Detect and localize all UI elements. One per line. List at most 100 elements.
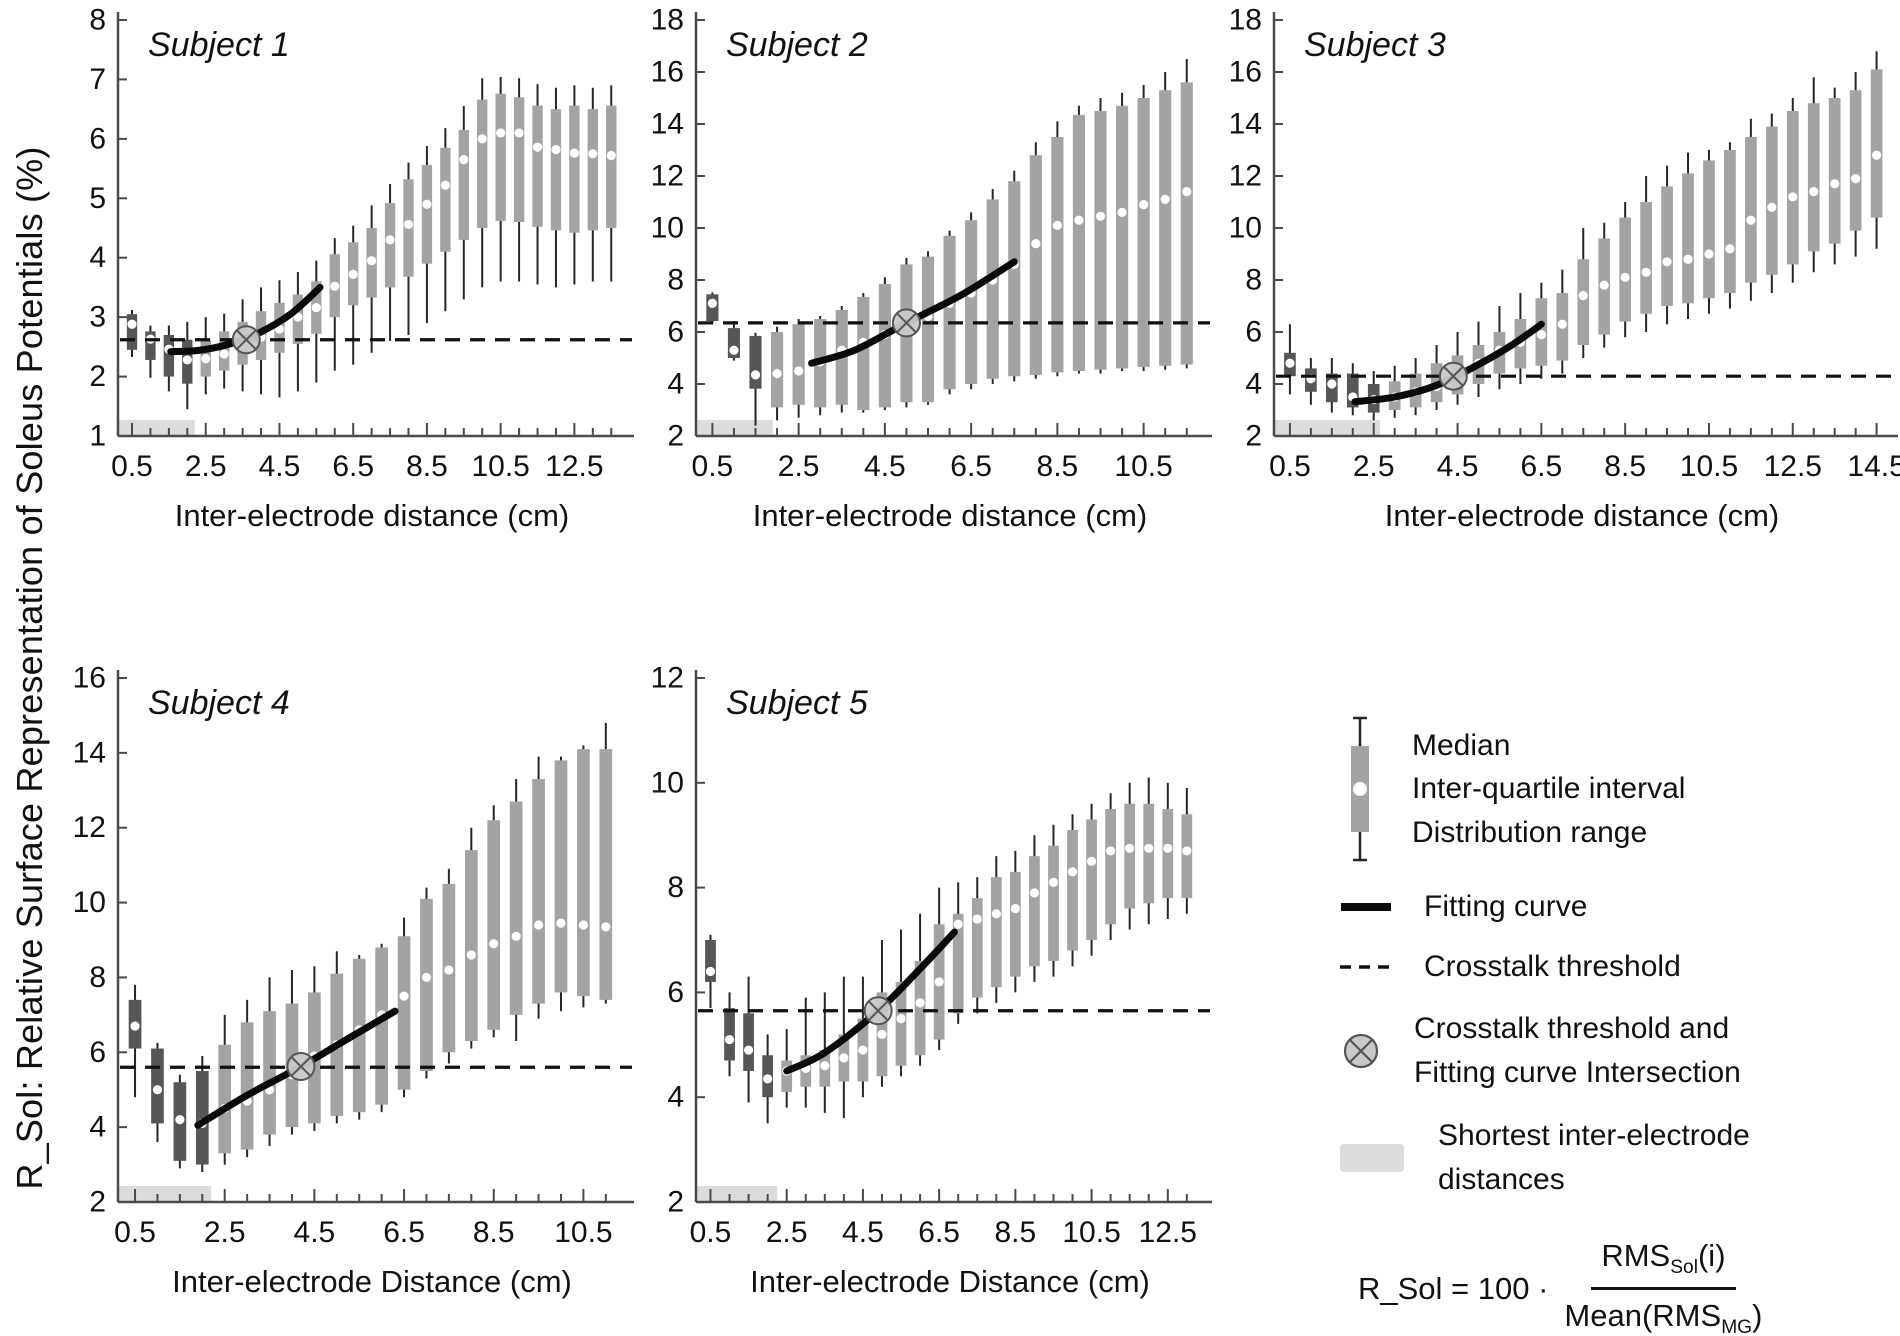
box-plot (1367, 371, 1380, 421)
box-plot (442, 868, 456, 1064)
box-plot (914, 913, 926, 1066)
box-plot (403, 162, 414, 335)
box-plot (163, 325, 175, 392)
y-tick-label: 18 (1229, 4, 1262, 37)
box-plot (1009, 850, 1021, 993)
box-plot (921, 251, 935, 405)
box-plot (878, 277, 891, 410)
subject-4-plot: 2 4 6 8 10 12 14 16 0.5 2.5 4.5 6.5 8.5 10.5 Subject 4… (73, 662, 634, 1299)
box-plot (1828, 87, 1841, 265)
y-tick-label: 8 (89, 961, 106, 994)
box-plot (182, 321, 193, 410)
y-tick-label: 2 (89, 360, 106, 393)
box-plot (1598, 222, 1611, 348)
y-tick-label: 8 (89, 4, 106, 37)
box-plot (240, 999, 254, 1158)
subject-2-plot: 2 4 6 8 10 12 14 16 18 0.5 2.5 4.5 6.5 8.5 10.5 Subject… (651, 4, 1212, 533)
box-plot (311, 260, 322, 383)
box-plot (285, 969, 299, 1135)
subject-3-plot: 2 4 6 8 10 12 14 16 18 0.5 2.5 4.5 6.5 8.5 10.5 12.5 14.… (1229, 4, 1900, 534)
box-plot (151, 1042, 164, 1143)
x-tick-label: 8.5 (1604, 450, 1646, 483)
x-tick-label: 12.5 (545, 450, 603, 483)
y-tick-label: 14 (651, 108, 684, 141)
box-plot (487, 805, 501, 1038)
box-plot (965, 212, 978, 390)
formula-denominator: Mean(RMSMG) (1564, 1298, 1763, 1336)
y-tick-label: 8 (667, 264, 684, 297)
box-plot (971, 877, 983, 1014)
legend-label-intersection-2: Fitting curve Intersection (1414, 1055, 1741, 1089)
box-plot (1724, 142, 1736, 309)
intersection-marker (231, 325, 261, 355)
box-plot (1137, 85, 1150, 371)
y-tick-label: 14 (1229, 108, 1262, 141)
x-tick-label: 2.5 (185, 450, 227, 483)
x-tick-label: 0.5 (692, 450, 734, 483)
box-plot (397, 917, 411, 1098)
x-tick-label: 6.5 (950, 450, 992, 483)
x-tick-label: 0.5 (111, 450, 153, 483)
box-plot (1086, 803, 1097, 956)
box-plot (838, 976, 850, 1119)
box-plot (990, 856, 1002, 1003)
y-tick-label: 6 (667, 976, 684, 1009)
box-plot (554, 756, 568, 1012)
y-tick-label: 2 (1245, 420, 1262, 453)
box-plot (173, 1074, 187, 1169)
legend-label-iqr: Inter-quartile interval (1412, 772, 1686, 806)
box-plot (1786, 98, 1799, 283)
x-tick-label: 8.5 (994, 1216, 1036, 1249)
box-plot (329, 238, 340, 371)
box-plot (513, 78, 525, 282)
box-plot (440, 128, 451, 312)
box-plot (857, 976, 869, 1098)
legend-label-median: Median (1412, 728, 1511, 762)
subject-title: Subject 2 (726, 26, 868, 64)
x-tick-label: 10.5 (1114, 450, 1172, 483)
box-plot (1703, 150, 1715, 314)
y-tick-label: 6 (89, 1036, 106, 1069)
y-tick-label: 4 (667, 1081, 684, 1114)
intersection-marker (286, 1052, 316, 1082)
box-plot (495, 77, 506, 282)
legend-label-shortest-1: Shortest inter-electrode (1438, 1119, 1750, 1152)
y-tick-label: 16 (651, 56, 684, 89)
box-plot (458, 106, 469, 300)
intersection-marker (1438, 361, 1468, 391)
box-plot (1181, 788, 1193, 914)
box-plot (1029, 835, 1040, 982)
y-axis-label: R_Sol: Relative Surface Representation o… (9, 146, 50, 1190)
y-tick-label: 6 (89, 122, 106, 155)
x-axis-title: Inter-electrode Distance (cm) (172, 1264, 572, 1299)
y-tick-label: 6 (1245, 316, 1262, 349)
box-plot (550, 87, 562, 288)
y-tick-label: 4 (1245, 368, 1262, 401)
box-plot (1048, 824, 1059, 977)
shortest-distances-band-icon (1340, 1143, 1404, 1172)
legend-label-intersection-1: Crosstalk threshold and (1414, 1012, 1730, 1045)
box-plot (706, 292, 719, 324)
subject-title: Subject 5 (726, 684, 868, 722)
box-plot (1159, 72, 1172, 370)
x-tick-label: 10.5 (471, 450, 529, 483)
box-plot (477, 78, 488, 288)
r-sol-formula: R_Sol = 100 · RMSSol(i) Mean(RMSMG) (1358, 1238, 1898, 1336)
box-plot (1619, 202, 1632, 338)
legend: Median Inter-quartile interval Distribut… (1338, 714, 1898, 1336)
y-tick-label: 8 (1245, 264, 1262, 297)
x-tick-label: 0.5 (690, 1216, 732, 1249)
box-plot (986, 189, 999, 384)
y-tick-label: 1 (89, 420, 106, 453)
box-plot (1284, 324, 1296, 395)
x-tick-label: 6.5 (332, 450, 374, 483)
y-tick-label: 8 (667, 871, 684, 904)
box-plot (464, 827, 478, 1049)
x-tick-label: 2.5 (778, 450, 820, 483)
x-tick-label: 4.5 (842, 1216, 884, 1249)
box-plot (509, 779, 523, 1042)
box-plot (366, 205, 377, 353)
box-plot (1807, 77, 1820, 273)
box-plot (532, 756, 545, 1019)
box-plot (384, 184, 396, 341)
